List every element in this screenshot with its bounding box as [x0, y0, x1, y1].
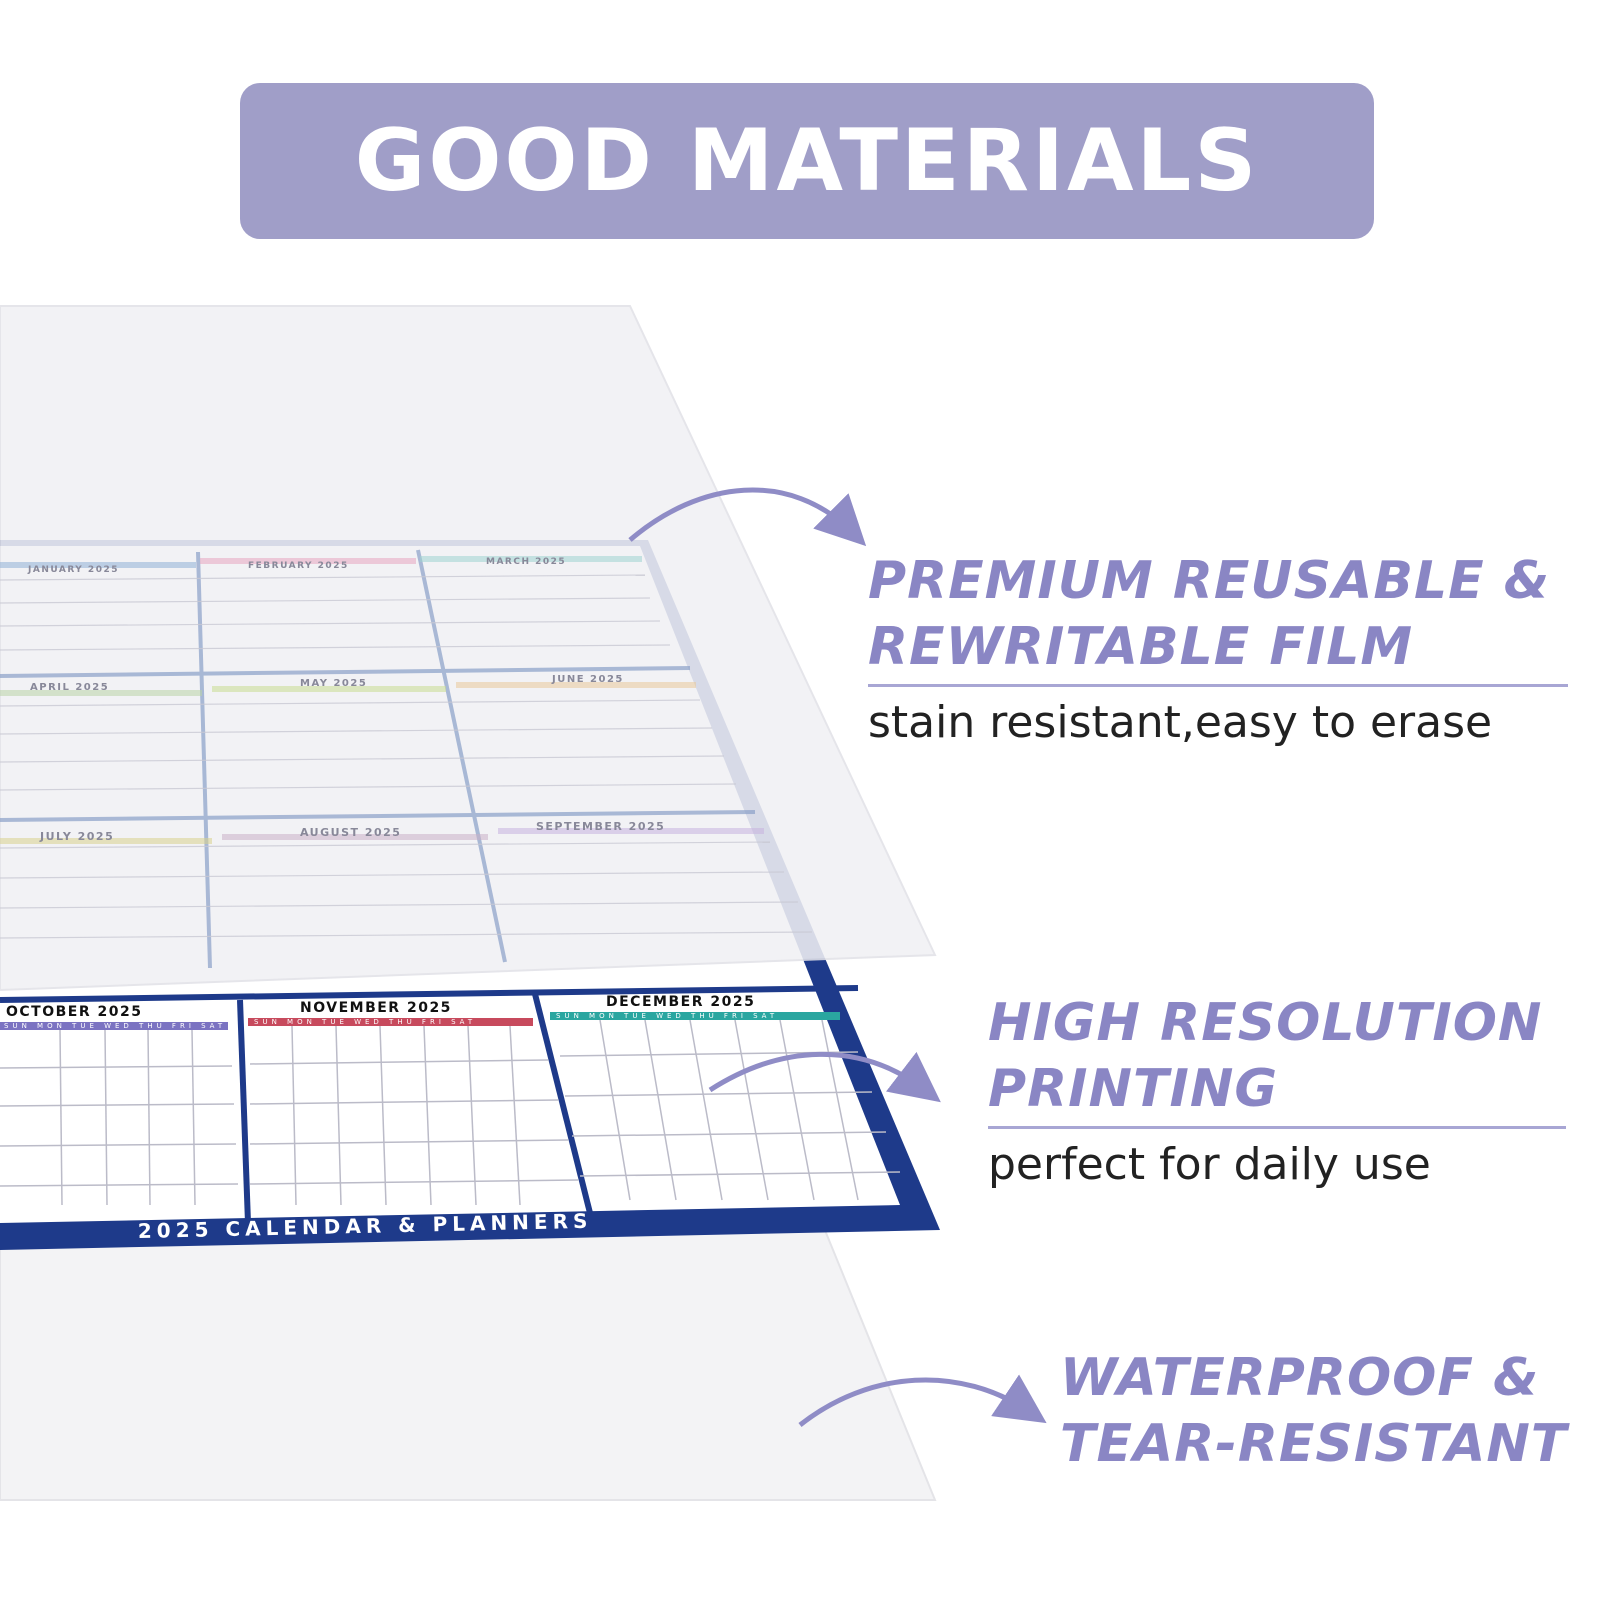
weekdays-november: SUN MON TUE WED THU FRI SAT [254, 1018, 476, 1026]
feature-waterproof: WATERPROOF & TEAR-RESISTANT [1060, 1345, 1570, 1477]
october-header-strip [0, 1022, 228, 1030]
title-banner: GOOD MATERIALS [240, 83, 1374, 239]
feature-high-resolution: HIGH RESOLUTION PRINTING perfect for dai… [988, 990, 1566, 1193]
feature-heading-line2: TEAR-RESISTANT [1060, 1414, 1568, 1474]
month-title-march: MARCH 2025 [486, 557, 566, 567]
faded-june-strip [456, 682, 696, 688]
arrow-icon-waterproof [798, 1374, 1047, 1427]
film-sheet-upper: JANUARY 2025 FEBRUARY 2025 MARCH 2025 AP… [0, 305, 937, 992]
month-title-may: MAY 2025 [300, 678, 367, 689]
faded-may-strip [212, 686, 446, 692]
faded-february-strip [200, 558, 416, 564]
faded-march-strip [420, 556, 642, 562]
month-title-february: FEBRUARY 2025 [248, 561, 349, 571]
month-title-january: JANUARY 2025 [27, 565, 119, 575]
month-title-september: SEPTEMBER 2025 [536, 820, 665, 833]
feature-subtitle: stain resistant,easy to erase [868, 697, 1493, 748]
feature-divider [868, 684, 1568, 687]
feature-subtitle: perfect for daily use [988, 1139, 1431, 1190]
feature-heading-line2: PRINTING [988, 1059, 1279, 1119]
month-title-april: APRIL 2025 [30, 682, 109, 693]
faded-day-grid [0, 574, 813, 939]
arrow-icon-resolution [708, 1051, 941, 1103]
month-title-october: OCTOBER 2025 [6, 1004, 142, 1020]
month-title-november: NOVEMBER 2025 [300, 1000, 452, 1016]
month-title-june: JUNE 2025 [551, 674, 624, 685]
feature-heading-line1: PREMIUM REUSABLE & [868, 551, 1551, 611]
film-sheet [0, 305, 937, 992]
faded-september-strip [498, 828, 764, 834]
feature-heading-line1: WATERPROOF & [1060, 1348, 1540, 1408]
weekdays-december: SUN MON TUE WED THU FRI SAT [556, 1012, 778, 1020]
feature-premium-film: PREMIUM REUSABLE & REWRITABLE FILM stain… [868, 548, 1568, 751]
faded-august-strip [222, 834, 488, 840]
feature-divider [988, 1126, 1566, 1129]
arrow-icon-premium [628, 487, 867, 547]
december-header-strip [550, 1012, 840, 1020]
faded-january-strip [0, 562, 196, 568]
month-title-july: JULY 2025 [39, 830, 114, 843]
month-title-december: DECEMBER 2025 [606, 994, 755, 1010]
faded-april-strip [0, 690, 202, 696]
banner-title: GOOD MATERIALS [354, 111, 1260, 211]
faded-july-strip [0, 838, 212, 844]
month-title-august: AUGUST 2025 [300, 826, 401, 839]
weekdays-october: SUN MON TUE WED THU FRI SAT [4, 1022, 226, 1030]
november-header-strip [248, 1018, 533, 1026]
feature-heading-line1: HIGH RESOLUTION [988, 993, 1543, 1053]
feature-heading-line2: REWRITABLE FILM [868, 617, 1414, 677]
